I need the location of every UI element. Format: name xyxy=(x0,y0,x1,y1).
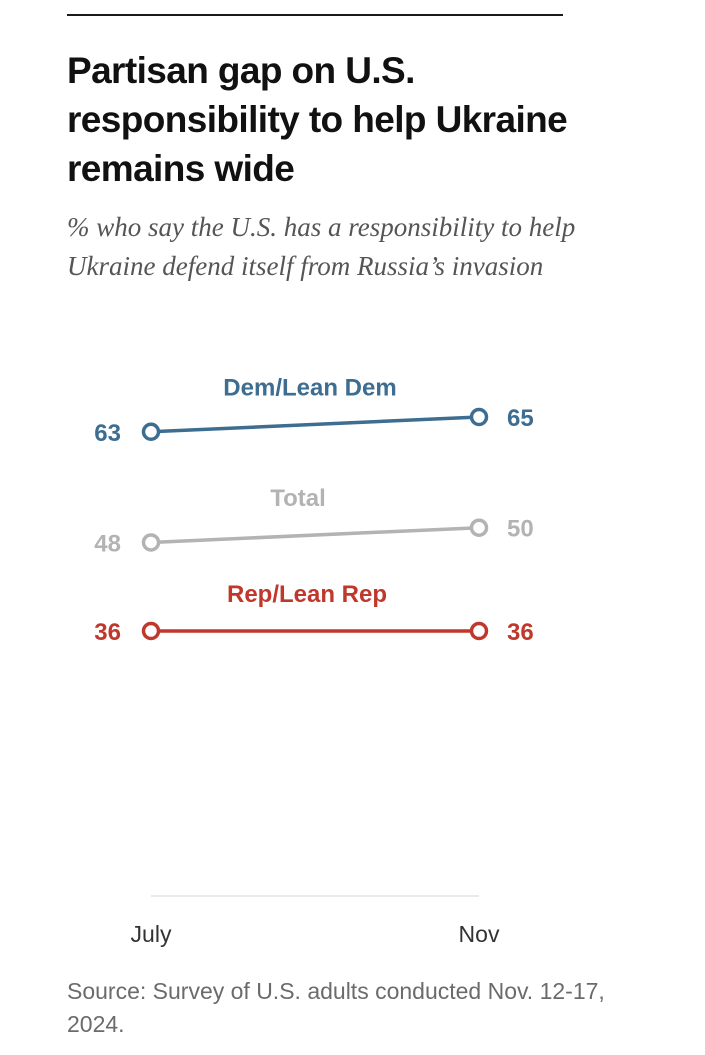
data-point xyxy=(141,533,161,552)
series-name-label: Total xyxy=(270,485,326,512)
x-tick-label: Nov xyxy=(459,921,500,947)
top-rule xyxy=(67,14,563,16)
data-label: 36 xyxy=(94,619,121,646)
x-tick-label: July xyxy=(131,921,172,947)
series-rep-lean-rep: 36 36 Rep/Lean Rep xyxy=(94,581,533,646)
series-dem-lean-dem: 63 65 Dem/Lean Dem xyxy=(94,374,533,446)
data-label: 48 xyxy=(94,530,121,557)
x-tick-labels: July Nov xyxy=(131,921,500,947)
x-axis: July Nov xyxy=(131,895,500,947)
series-line xyxy=(150,415,480,434)
data-point xyxy=(469,407,489,427)
data-label: 36 xyxy=(507,619,534,646)
data-label: 50 xyxy=(507,516,534,543)
chart-subtitle: % who say the U.S. has a responsibility … xyxy=(67,212,576,281)
source-note: Source: Survey of U.S. adults conducted … xyxy=(67,978,605,1037)
data-point xyxy=(141,621,161,641)
data-point xyxy=(469,621,489,641)
series-group: 63 65 Dem/Lean Dem 48 50 Total 36 36 Rep/Lean Re… xyxy=(94,374,533,646)
data-point xyxy=(469,518,489,537)
series-line xyxy=(150,525,480,545)
series-name-label: Dem/Lean Dem xyxy=(223,374,396,401)
series-total: 48 50 Total xyxy=(94,485,533,557)
line-chart: July Nov 63 65 Dem/Lean Dem 48 50 Total 36 36 Rep… xyxy=(94,374,533,947)
data-label: 65 xyxy=(507,405,534,432)
data-point xyxy=(141,422,161,442)
data-label: 63 xyxy=(94,420,121,447)
chart-title: Partisan gap on U.S. responsibility to h… xyxy=(67,50,568,189)
series-name-label: Rep/Lean Rep xyxy=(227,581,387,608)
